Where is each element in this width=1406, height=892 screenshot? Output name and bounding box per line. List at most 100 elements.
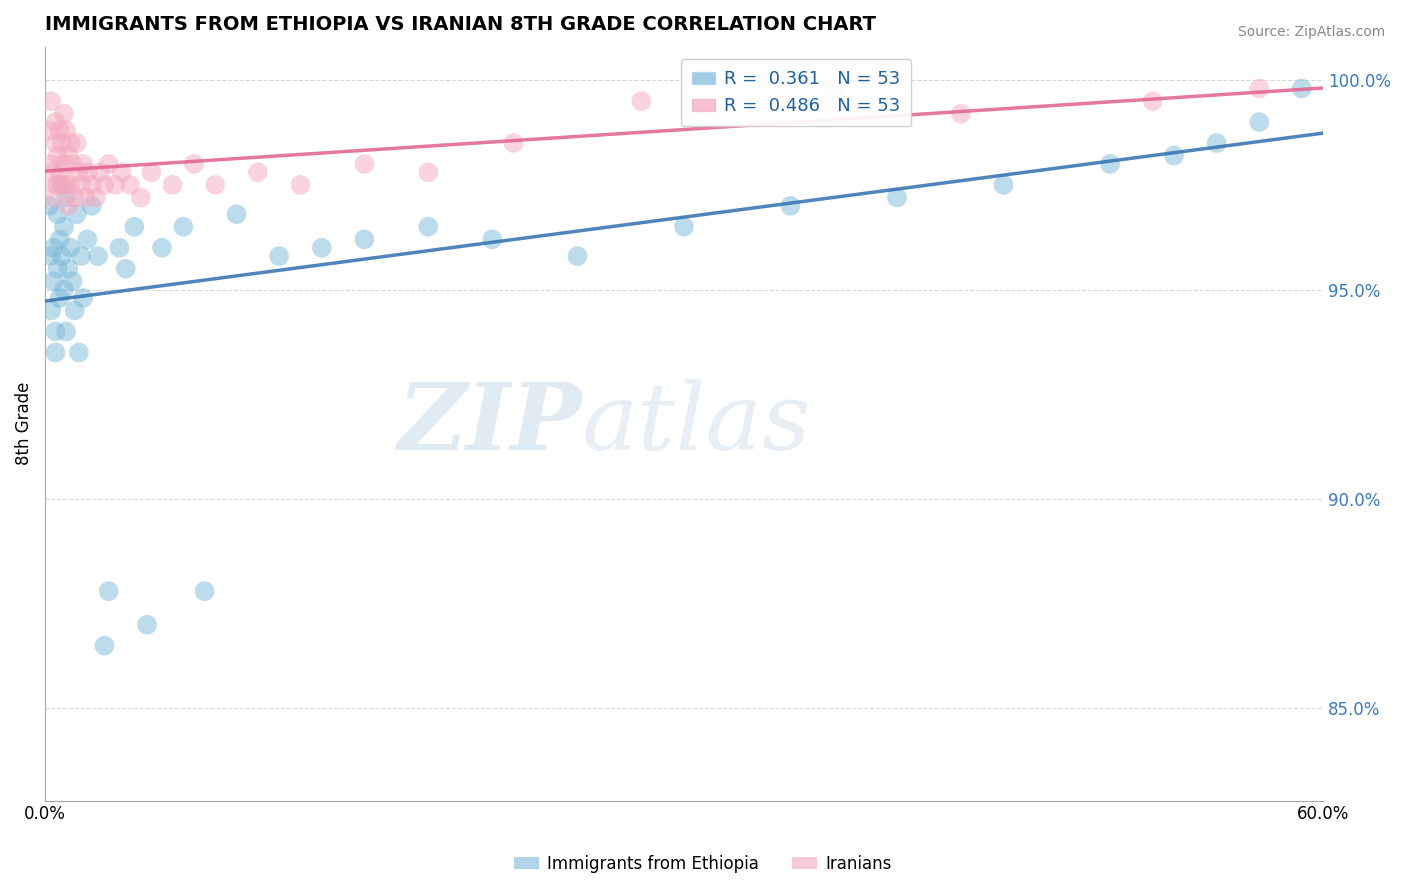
Point — [269, 249, 291, 263]
Point — [114, 261, 136, 276]
Point — [311, 241, 333, 255]
Point — [42, 274, 65, 288]
Point — [67, 345, 90, 359]
Point — [62, 157, 84, 171]
Point — [66, 136, 89, 150]
Point — [72, 291, 94, 305]
Point — [204, 178, 226, 192]
Point — [38, 199, 60, 213]
Point — [42, 165, 65, 179]
Point — [118, 178, 141, 192]
Point — [1249, 115, 1271, 129]
Point — [353, 157, 375, 171]
Point — [93, 178, 115, 192]
Point — [53, 157, 76, 171]
Point — [779, 199, 801, 213]
Point — [66, 207, 89, 221]
Point — [58, 148, 80, 162]
Point — [124, 219, 146, 234]
Point — [72, 157, 94, 171]
Point — [44, 345, 66, 359]
Point — [1291, 81, 1313, 95]
Point — [949, 106, 972, 120]
Point — [141, 165, 163, 179]
Point — [418, 219, 440, 234]
Point — [63, 190, 86, 204]
Point — [42, 241, 65, 255]
Point — [39, 249, 62, 263]
Point — [481, 232, 503, 246]
Point — [1099, 157, 1122, 171]
Point — [87, 249, 110, 263]
Point — [1205, 136, 1227, 150]
Point — [172, 219, 194, 234]
Point — [1249, 81, 1271, 95]
Point — [353, 232, 375, 246]
Point — [42, 190, 65, 204]
Point — [39, 94, 62, 108]
Point — [63, 303, 86, 318]
Legend: R =  0.361   N = 53, R =  0.486   N = 53: R = 0.361 N = 53, R = 0.486 N = 53 — [681, 60, 911, 126]
Point — [59, 136, 82, 150]
Point — [225, 207, 247, 221]
Text: IMMIGRANTS FROM ETHIOPIA VS IRANIAN 8TH GRADE CORRELATION CHART: IMMIGRANTS FROM ETHIOPIA VS IRANIAN 8TH … — [45, 15, 876, 34]
Point — [51, 178, 73, 192]
Legend: Immigrants from Ethiopia, Iranians: Immigrants from Ethiopia, Iranians — [508, 848, 898, 880]
Point — [46, 178, 69, 192]
Point — [70, 178, 93, 192]
Point — [51, 249, 73, 263]
Point — [104, 178, 127, 192]
Point — [51, 136, 73, 150]
Point — [630, 94, 652, 108]
Point — [183, 157, 205, 171]
Point — [84, 190, 107, 204]
Text: ZIP: ZIP — [398, 378, 582, 468]
Point — [46, 261, 69, 276]
Point — [53, 283, 76, 297]
Point — [39, 157, 62, 171]
Point — [62, 274, 84, 288]
Point — [80, 199, 103, 213]
Point — [194, 584, 217, 599]
Point — [97, 157, 120, 171]
Point — [993, 178, 1015, 192]
Point — [1163, 148, 1185, 162]
Point — [55, 325, 77, 339]
Point — [136, 617, 159, 632]
Point — [44, 325, 66, 339]
Point — [418, 165, 440, 179]
Point — [58, 261, 80, 276]
Point — [75, 190, 97, 204]
Point — [46, 148, 69, 162]
Point — [97, 584, 120, 599]
Point — [823, 81, 845, 95]
Point — [129, 190, 152, 204]
Text: Source: ZipAtlas.com: Source: ZipAtlas.com — [1237, 25, 1385, 39]
Point — [246, 165, 269, 179]
Point — [53, 106, 76, 120]
Point — [44, 178, 66, 192]
Point — [51, 178, 73, 192]
Point — [44, 136, 66, 150]
Point — [59, 178, 82, 192]
Point — [162, 178, 184, 192]
Point — [46, 207, 69, 221]
Point — [76, 232, 98, 246]
Point — [38, 123, 60, 137]
Text: atlas: atlas — [582, 378, 811, 468]
Point — [290, 178, 312, 192]
Point — [39, 303, 62, 318]
Point — [55, 190, 77, 204]
Point — [672, 219, 695, 234]
Point — [53, 219, 76, 234]
Point — [59, 241, 82, 255]
Point — [108, 241, 131, 255]
Point — [58, 199, 80, 213]
Point — [89, 165, 111, 179]
Point — [55, 178, 77, 192]
Point — [67, 165, 90, 179]
Point — [48, 123, 70, 137]
Point — [76, 165, 98, 179]
Point — [502, 136, 524, 150]
Point — [48, 165, 70, 179]
